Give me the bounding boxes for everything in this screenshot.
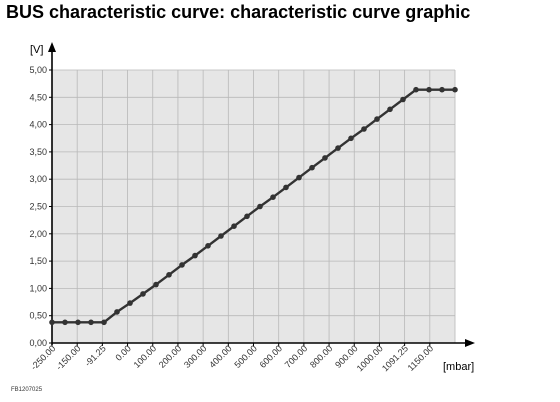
data-point [88, 319, 94, 326]
figure-code: FB1207025 [11, 387, 43, 393]
x-tick-label: 0.00 [114, 343, 133, 362]
y-tick-label: 1,50 [29, 256, 47, 266]
data-point [114, 309, 120, 315]
data-point [153, 281, 159, 288]
y-tick-label: 3,50 [29, 147, 47, 157]
data-point [166, 272, 172, 278]
data-point [361, 126, 367, 132]
y-axis-arrow [48, 42, 56, 52]
y-tick-label: 2,50 [29, 202, 47, 212]
x-tick-label: 1000.00 [355, 343, 385, 373]
y-tick-label: 3,00 [29, 174, 47, 184]
data-point [218, 233, 224, 239]
x-tick-label: 100.00 [132, 343, 159, 370]
data-point [387, 106, 393, 113]
x-tick-label: 500.00 [232, 343, 259, 370]
x-tick-label: 800.00 [308, 343, 335, 370]
x-tick-label: 600.00 [258, 343, 285, 370]
x-tick-label: 700.00 [283, 343, 310, 370]
y-tick-label: 0,00 [29, 338, 47, 348]
x-tick-label: -91.25 [83, 343, 108, 368]
data-point [205, 243, 211, 249]
data-point [270, 194, 276, 200]
data-point [296, 174, 302, 181]
data-point [426, 86, 432, 93]
y-tick-label: 5,00 [29, 65, 47, 75]
data-point [49, 319, 55, 326]
data-point [439, 86, 445, 93]
x-tick-label: -150.00 [54, 343, 83, 372]
data-point [348, 135, 354, 142]
data-point [374, 116, 380, 122]
data-point [127, 300, 133, 306]
data-point [179, 262, 185, 268]
data-point [322, 155, 328, 161]
y-tick-label: 4,00 [29, 120, 47, 130]
chart-title: BUS characteristic curve: characteristic… [6, 2, 471, 22]
data-point [101, 319, 107, 326]
data-point [413, 86, 419, 93]
data-point [335, 145, 341, 151]
y-tick-label: 0,50 [29, 311, 47, 321]
data-point [192, 252, 198, 259]
y-axis-unit: [V] [30, 44, 43, 56]
data-point [400, 96, 406, 103]
x-tick-label: 300.00 [182, 343, 209, 370]
data-point [244, 213, 250, 220]
x-tick-label: 400.00 [207, 343, 234, 370]
x-tick-label: 1150.00 [406, 343, 436, 373]
data-point [257, 203, 263, 210]
y-tick-label: 1,00 [29, 283, 47, 293]
x-axis-unit: [mbar] [443, 361, 474, 373]
data-point [309, 164, 315, 171]
data-point [62, 319, 68, 326]
data-point [283, 184, 289, 191]
y-tick-label: 4,50 [29, 92, 47, 102]
x-axis-arrow [465, 339, 475, 347]
data-point [75, 319, 81, 326]
data-point [452, 86, 458, 93]
y-tick-label: 2,00 [29, 229, 47, 239]
data-point [231, 223, 237, 229]
x-tick-label: 1091.25 [380, 343, 410, 373]
x-tick-label: 200.00 [157, 343, 184, 370]
data-point [140, 291, 146, 297]
